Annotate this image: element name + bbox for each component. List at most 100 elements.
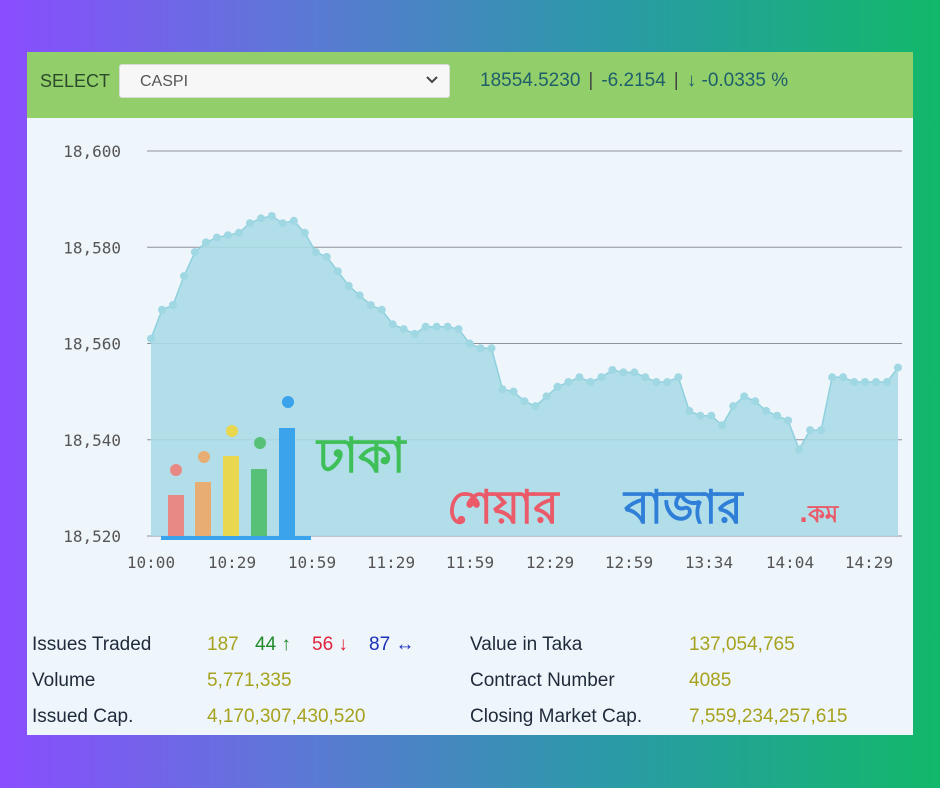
data-point <box>641 373 650 382</box>
data-point <box>619 368 628 377</box>
data-point <box>443 322 452 331</box>
data-point <box>861 378 869 386</box>
data-point <box>300 228 309 237</box>
down-arrow-icon: ↓ <box>686 70 702 91</box>
issues-traded-label: Issues Traded <box>32 634 152 655</box>
data-point <box>729 402 738 411</box>
data-point <box>839 373 848 382</box>
value-taka-label: Value in Taka <box>470 634 583 655</box>
data-point <box>388 320 397 329</box>
price-chart: ঢাকা শেয়ার বাজার .কম 18,600 18,580 18,560… <box>63 142 902 572</box>
data-point <box>147 334 155 343</box>
unchanged-count: 87 ↔ <box>369 634 415 655</box>
data-point <box>223 231 232 240</box>
data-point <box>333 267 342 276</box>
data-point <box>597 373 606 382</box>
data-point <box>784 416 793 425</box>
index-card: SELECT CASPI 18554.5230 | -6.2154 | ↓ -0.033… <box>27 52 913 735</box>
data-point <box>355 291 364 300</box>
arrow-up-icon: ↑ <box>281 634 291 655</box>
y-tick-label: 18,600 <box>63 142 121 161</box>
x-tick-label: 10:29 <box>208 553 256 572</box>
data-point <box>872 378 880 386</box>
data-point <box>773 411 782 420</box>
x-tick-label: 12:29 <box>526 553 574 572</box>
data-point <box>476 344 485 353</box>
volume-value: 5,771,335 <box>207 670 292 691</box>
data-point <box>718 421 727 430</box>
arrow-horizontal-icon: ↔ <box>395 634 415 655</box>
x-tick-label: 14:04 <box>766 553 814 572</box>
change-pct-value: -0.0335 % <box>701 70 789 91</box>
data-point <box>883 378 891 386</box>
data-point <box>256 214 265 223</box>
data-point <box>817 426 826 435</box>
data-point <box>894 363 902 372</box>
data-point <box>553 382 562 391</box>
closing-cap-value: 7,559,234,257,615 <box>689 706 848 727</box>
y-tick-label: 18,540 <box>63 431 121 450</box>
price-value: 18554.5230 <box>480 70 581 91</box>
selected-symbol: CASPI <box>140 73 189 90</box>
data-point <box>685 406 694 415</box>
watermark-logo: ঢাকা শেয়ার বাজার .কম <box>161 396 840 540</box>
x-tick-label: 13:34 <box>685 553 733 572</box>
advances-count: 44 ↑ <box>255 634 291 655</box>
contract-number-label: Contract Number <box>470 670 615 691</box>
x-tick-label: 14:29 <box>845 553 893 572</box>
data-point <box>564 378 573 386</box>
issued-cap-label: Issued Cap. <box>32 706 134 727</box>
change-value: -6.2154 <box>601 70 666 91</box>
y-tick-label: 18,580 <box>63 238 121 257</box>
symbol-select[interactable]: CASPI <box>119 64 450 98</box>
data-point <box>498 385 507 394</box>
select-label: SELECT <box>40 71 111 91</box>
data-point <box>850 378 859 386</box>
data-point <box>608 366 617 374</box>
data-point <box>762 406 771 415</box>
issues-traded-total: 187 <box>207 634 239 655</box>
logo-bar <box>195 482 211 536</box>
watermark-word-share: শেয়ার <box>447 480 560 534</box>
stats-panel: Issues Traded 187 44 ↑ 56 ↓ 87 ↔ Volume … <box>27 626 913 736</box>
watermark-word-bazar: বাজার <box>622 480 744 534</box>
logo-bar <box>279 428 295 536</box>
data-point <box>212 233 221 242</box>
data-point <box>399 325 408 334</box>
x-tick-label: 11:59 <box>446 553 494 572</box>
data-point <box>674 373 683 382</box>
logo-bar <box>168 495 184 536</box>
logo-dot <box>198 451 210 463</box>
data-point <box>652 378 661 386</box>
data-point <box>520 397 529 406</box>
data-point <box>311 248 320 257</box>
data-point <box>465 339 474 348</box>
logo-bar <box>251 469 267 536</box>
logo-dot <box>254 437 266 449</box>
data-point <box>454 325 463 334</box>
logo-baseline <box>161 536 311 540</box>
data-point <box>201 238 210 247</box>
x-tick-label: 10:00 <box>127 553 175 572</box>
declines-count: 56 ↓ <box>312 634 348 655</box>
contract-number-value: 4085 <box>689 670 732 691</box>
data-point <box>531 402 540 411</box>
data-point <box>190 248 199 257</box>
volume-label: Volume <box>32 670 96 691</box>
arrow-down-icon: ↓ <box>338 634 348 655</box>
data-point <box>630 368 639 377</box>
data-point <box>707 411 716 420</box>
watermark-word-dhaka: ঢাকা <box>315 428 408 484</box>
logo-dot <box>282 396 294 408</box>
area-series <box>147 212 902 536</box>
data-point <box>751 397 760 406</box>
data-point <box>432 322 441 331</box>
data-point <box>289 216 298 225</box>
chevron-down-icon <box>426 76 438 84</box>
watermark-suffix: .কম <box>799 500 840 528</box>
data-point <box>366 301 375 309</box>
data-point <box>575 373 584 382</box>
x-tick-label: 11:29 <box>367 553 415 572</box>
y-axis-labels: 18,600 18,580 18,560 18,540 18,520 <box>63 142 121 546</box>
data-point <box>806 426 815 435</box>
